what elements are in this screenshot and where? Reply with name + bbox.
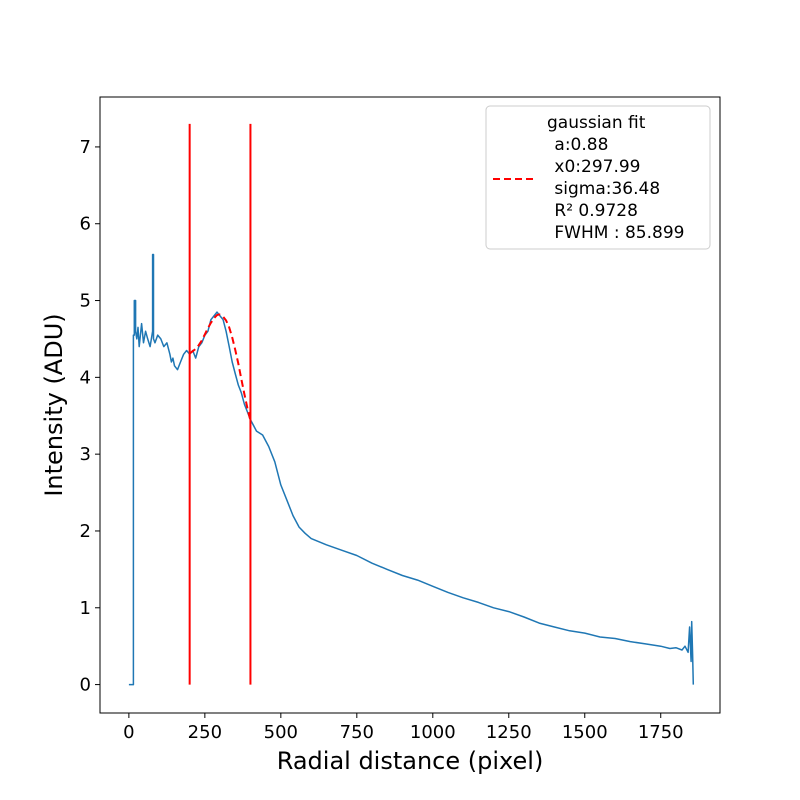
y-axis-title: Intensity (ADU)	[40, 313, 68, 496]
y-tick-label: 7	[80, 137, 91, 158]
y-tick-label: 5	[80, 291, 91, 312]
legend-line-x0: x0:297.99	[549, 157, 641, 177]
legend-line-fwhm: FWHM : 85.899	[549, 223, 684, 243]
legend-line-a: a:0.88	[549, 135, 608, 155]
legend-box	[485, 105, 711, 250]
x-tick-label: 500	[264, 722, 298, 743]
legend-title: gaussian fit	[547, 113, 646, 133]
y-tick-label: 2	[80, 521, 91, 542]
legend-line-r2: R² 0.9728	[549, 201, 638, 221]
plot-layer	[128, 123, 695, 686]
x-axis-title: Radial distance (pixel)	[277, 747, 544, 775]
legend: gaussian fit a:0.88 x0:297.99 sigma:36.4…	[485, 105, 711, 250]
tick-layer: 0 250 500 750 1000 1250 1500 1750 0 1 2 3 4 5 6 7	[80, 137, 684, 743]
y-tick-label: 0	[80, 675, 91, 696]
y-tick-label: 6	[80, 214, 91, 235]
plot-frame	[99, 96, 721, 714]
x-tick-label: 750	[340, 722, 374, 743]
y-tick-label: 3	[80, 444, 91, 465]
y-tick-label: 1	[80, 598, 91, 619]
x-tick-label: 0	[123, 722, 134, 743]
series-line-1	[189, 313, 252, 421]
x-tick-label: 1000	[410, 722, 456, 743]
x-tick-label: 1750	[638, 722, 684, 743]
x-tick-label: 1500	[562, 722, 608, 743]
x-tick-label: 1250	[486, 722, 532, 743]
series-line-0	[128, 253, 695, 686]
y-tick-label: 4	[80, 367, 91, 388]
x-tick-label: 250	[188, 722, 222, 743]
legend-line-sigma: sigma:36.48	[549, 179, 660, 199]
